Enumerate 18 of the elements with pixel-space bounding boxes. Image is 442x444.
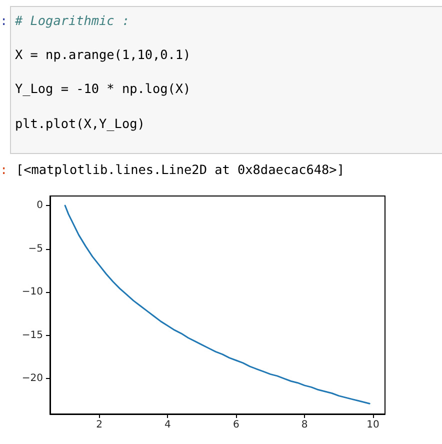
y-tick-label: −15: [22, 330, 43, 341]
text: X = np.arange(1,10,0.1): [15, 47, 191, 63]
text: [<matplotlib.lines.Line2D at 0x8daecac648>]: [16, 162, 344, 178]
y-tick-label: −5: [28, 243, 43, 254]
line-series: [64, 204, 370, 404]
y-tick-label: −10: [22, 286, 43, 298]
x-tick-label: 4: [164, 420, 171, 430]
x-tick-label: 2: [96, 420, 102, 430]
text: :: [0, 13, 8, 29]
text: Y_Log = -10 * np.log(X): [15, 81, 191, 97]
x-tick-label: 6: [232, 420, 240, 430]
text: :: [0, 162, 8, 178]
x-tick-label: 10: [366, 420, 380, 430]
text: # Logarithmic :: [15, 13, 130, 29]
y-tick-label: 0: [36, 200, 43, 212]
x-tick-label: 8: [301, 420, 308, 430]
y-tick-label: −20: [22, 373, 43, 384]
text: plt.plot(X,Y_Log): [15, 116, 145, 132]
